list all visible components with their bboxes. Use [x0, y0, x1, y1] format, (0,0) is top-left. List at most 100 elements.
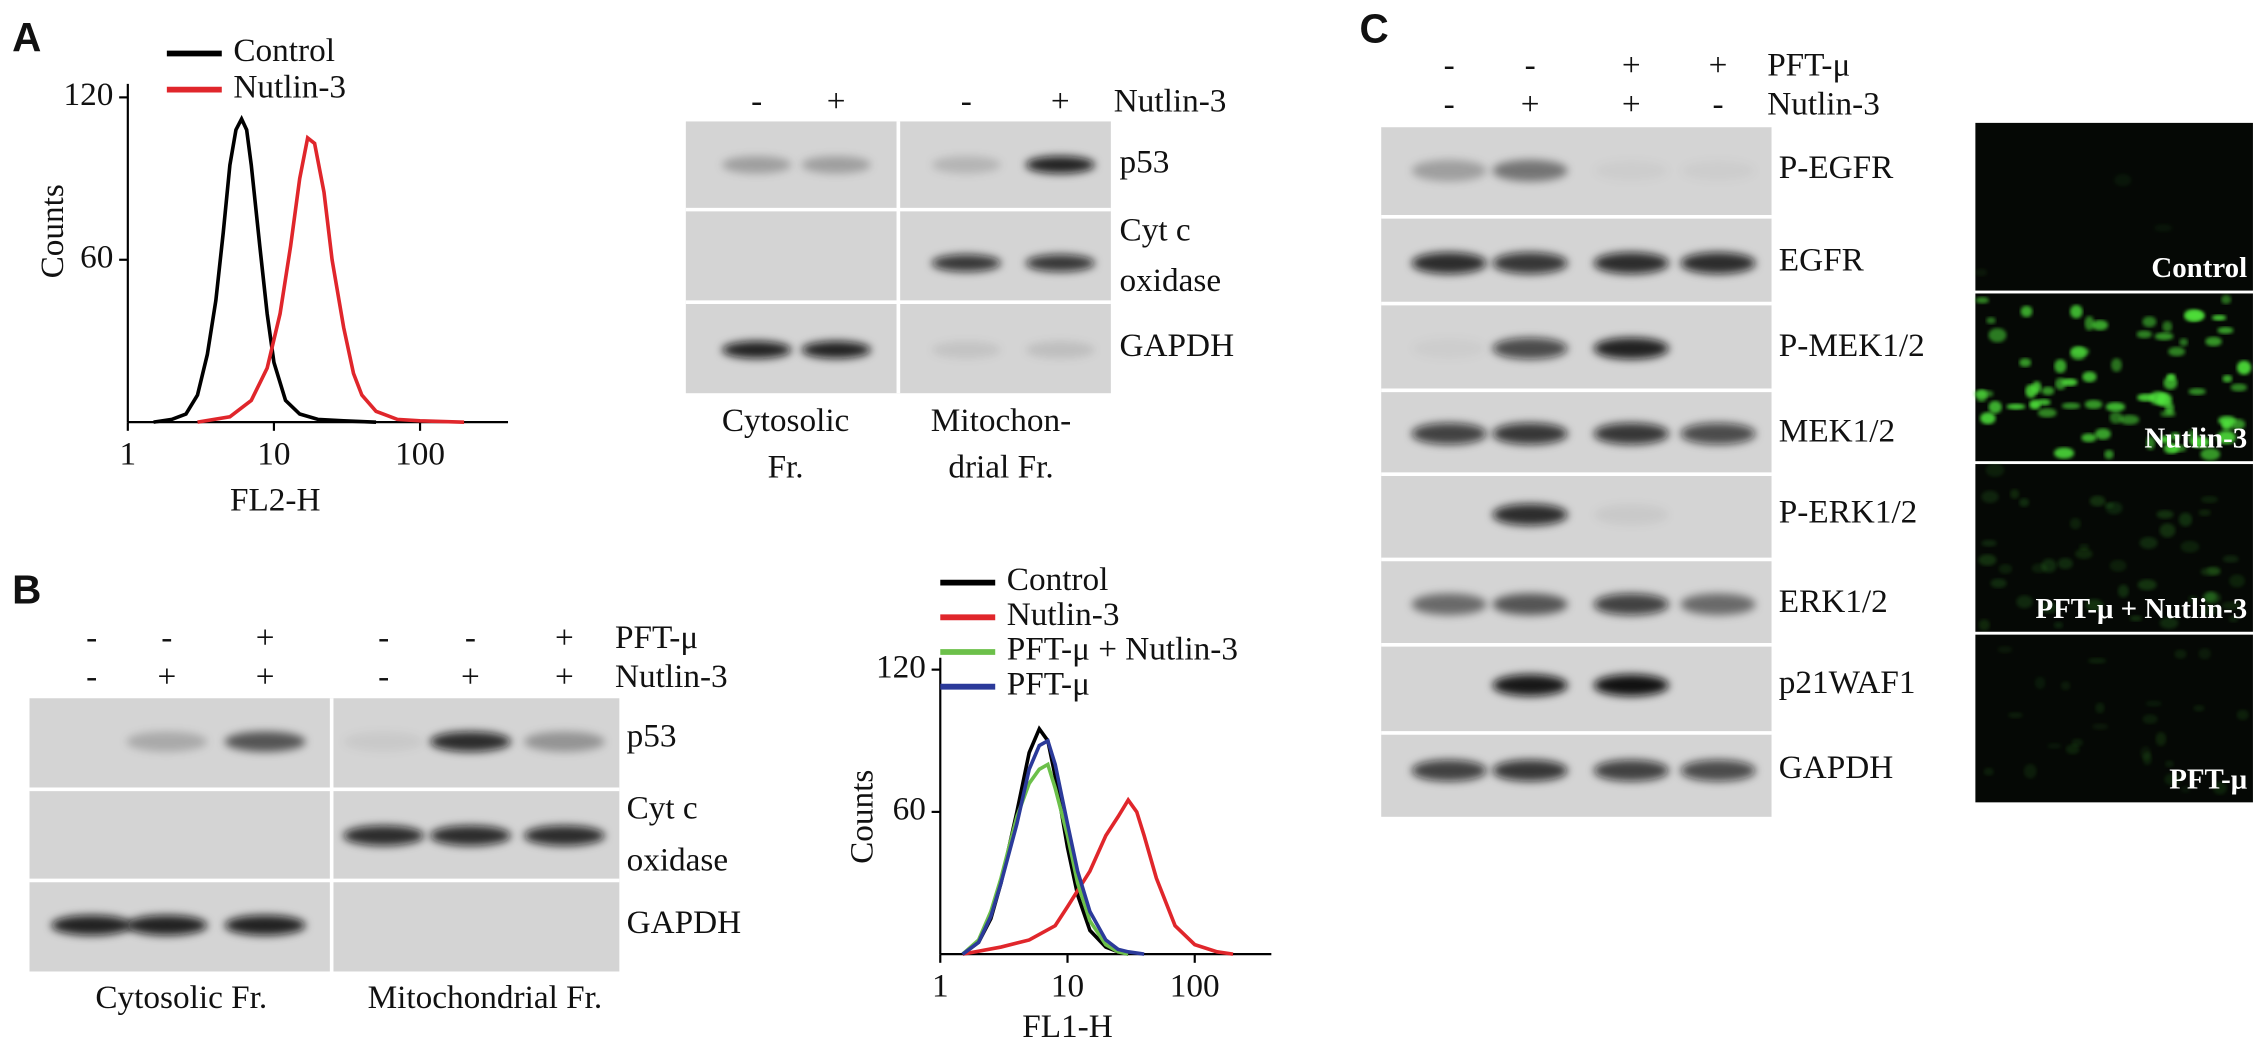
- fraction-label: Mitochon-: [931, 402, 1071, 439]
- treatment-sign: -: [161, 619, 172, 656]
- cell: [1986, 317, 1996, 324]
- row-label: p53: [1120, 143, 1170, 180]
- cell: [2065, 744, 2080, 755]
- cell: [2140, 746, 2151, 760]
- cell: [2188, 388, 2206, 396]
- cell: [2200, 604, 2218, 616]
- band: [1492, 593, 1568, 616]
- treatment-sign: +: [555, 619, 574, 656]
- band: [126, 915, 208, 936]
- cell: [2070, 304, 2083, 319]
- micrograph: [1975, 293, 2253, 462]
- cell: [2006, 403, 2026, 410]
- x-tick-label: 10: [257, 435, 290, 472]
- cell: [2185, 310, 2205, 321]
- treatment-sign: -: [751, 83, 762, 120]
- treatment-sign: +: [555, 658, 574, 695]
- band: [1411, 759, 1487, 782]
- treatment-sign: -: [378, 619, 389, 656]
- cell: [2160, 435, 2171, 444]
- cell: [2082, 371, 2097, 383]
- band: [1492, 252, 1568, 274]
- micrograph-label: Control: [2151, 252, 2247, 284]
- treatment-sign: +: [256, 619, 275, 656]
- cell: [2146, 436, 2156, 451]
- cell: [2180, 785, 2191, 794]
- band: [1593, 422, 1669, 445]
- cell: [1985, 463, 2005, 477]
- band: [1025, 341, 1095, 359]
- row-label: GAPDH: [1120, 327, 1235, 364]
- y-axis-label: Counts: [34, 184, 71, 278]
- cell: [2142, 316, 2157, 328]
- band: [1492, 337, 1568, 360]
- cell: [2089, 495, 2106, 507]
- cell: [2085, 599, 2104, 612]
- band: [1593, 503, 1669, 526]
- cell: [2168, 346, 2186, 357]
- cell: [2142, 714, 2158, 724]
- panel-label: B: [12, 566, 41, 612]
- legend-label: Control: [233, 32, 335, 69]
- cell: [2154, 332, 2174, 341]
- cell: [2165, 760, 2174, 768]
- band: [801, 156, 871, 174]
- band: [1594, 160, 1669, 182]
- legend-label: Control: [1007, 561, 1109, 598]
- band: [1492, 503, 1568, 526]
- y-tick-label: 120: [876, 648, 926, 685]
- cell: [2061, 402, 2081, 410]
- cell: [1990, 578, 2007, 589]
- cell: [2117, 584, 2129, 598]
- cell: [2137, 393, 2156, 402]
- cell: [2164, 773, 2181, 786]
- cell: [2236, 709, 2249, 721]
- cell: [2095, 702, 2105, 714]
- cell: [2053, 621, 2064, 629]
- fraction-label: Fr.: [768, 448, 804, 485]
- cell: [2081, 433, 2097, 443]
- cell: [2105, 402, 2126, 412]
- cell: [2198, 648, 2211, 660]
- x-tick-label: 100: [1170, 967, 1220, 1004]
- cell: [2236, 360, 2252, 375]
- fraction-label: drial Fr.: [948, 448, 1053, 485]
- band: [1680, 252, 1756, 274]
- x-axis-label: FL2-H: [230, 482, 321, 519]
- band: [1492, 159, 1568, 182]
- cell: [2020, 305, 2033, 318]
- histogram-line: [961, 738, 1145, 956]
- cell: [2160, 410, 2176, 418]
- treatment-sign: -: [86, 619, 97, 656]
- treatment-sign: +: [1622, 47, 1641, 84]
- cell: [1988, 400, 2002, 414]
- band: [1593, 252, 1669, 274]
- cell: [1981, 539, 1997, 547]
- cell: [2216, 430, 2236, 445]
- treatment-sign: +: [461, 658, 480, 695]
- row-label: P-MEK1/2: [1779, 327, 1925, 364]
- cell: [2198, 509, 2211, 517]
- cell: [2084, 399, 2103, 410]
- y-tick-label: 120: [63, 76, 113, 113]
- cell: [2212, 781, 2227, 795]
- cell: [2217, 326, 2234, 334]
- band: [1411, 159, 1487, 182]
- blot-panel: [1381, 127, 1772, 817]
- cell: [2016, 595, 2033, 609]
- x-tick-label: 10: [1051, 967, 1084, 1004]
- x-axis-label: FL1-H: [1022, 1008, 1113, 1045]
- row-label: p53: [627, 717, 677, 754]
- band: [1025, 254, 1095, 272]
- cell: [2023, 764, 2037, 779]
- cell: [2179, 338, 2189, 347]
- treatment-sign: -: [86, 658, 97, 695]
- cell: [2170, 432, 2180, 441]
- cell: [2174, 649, 2187, 659]
- legend-label: Nutlin-3: [233, 68, 346, 105]
- cell: [2229, 418, 2246, 430]
- cell: [2137, 579, 2157, 591]
- band: [224, 731, 306, 752]
- cell: [2060, 681, 2071, 691]
